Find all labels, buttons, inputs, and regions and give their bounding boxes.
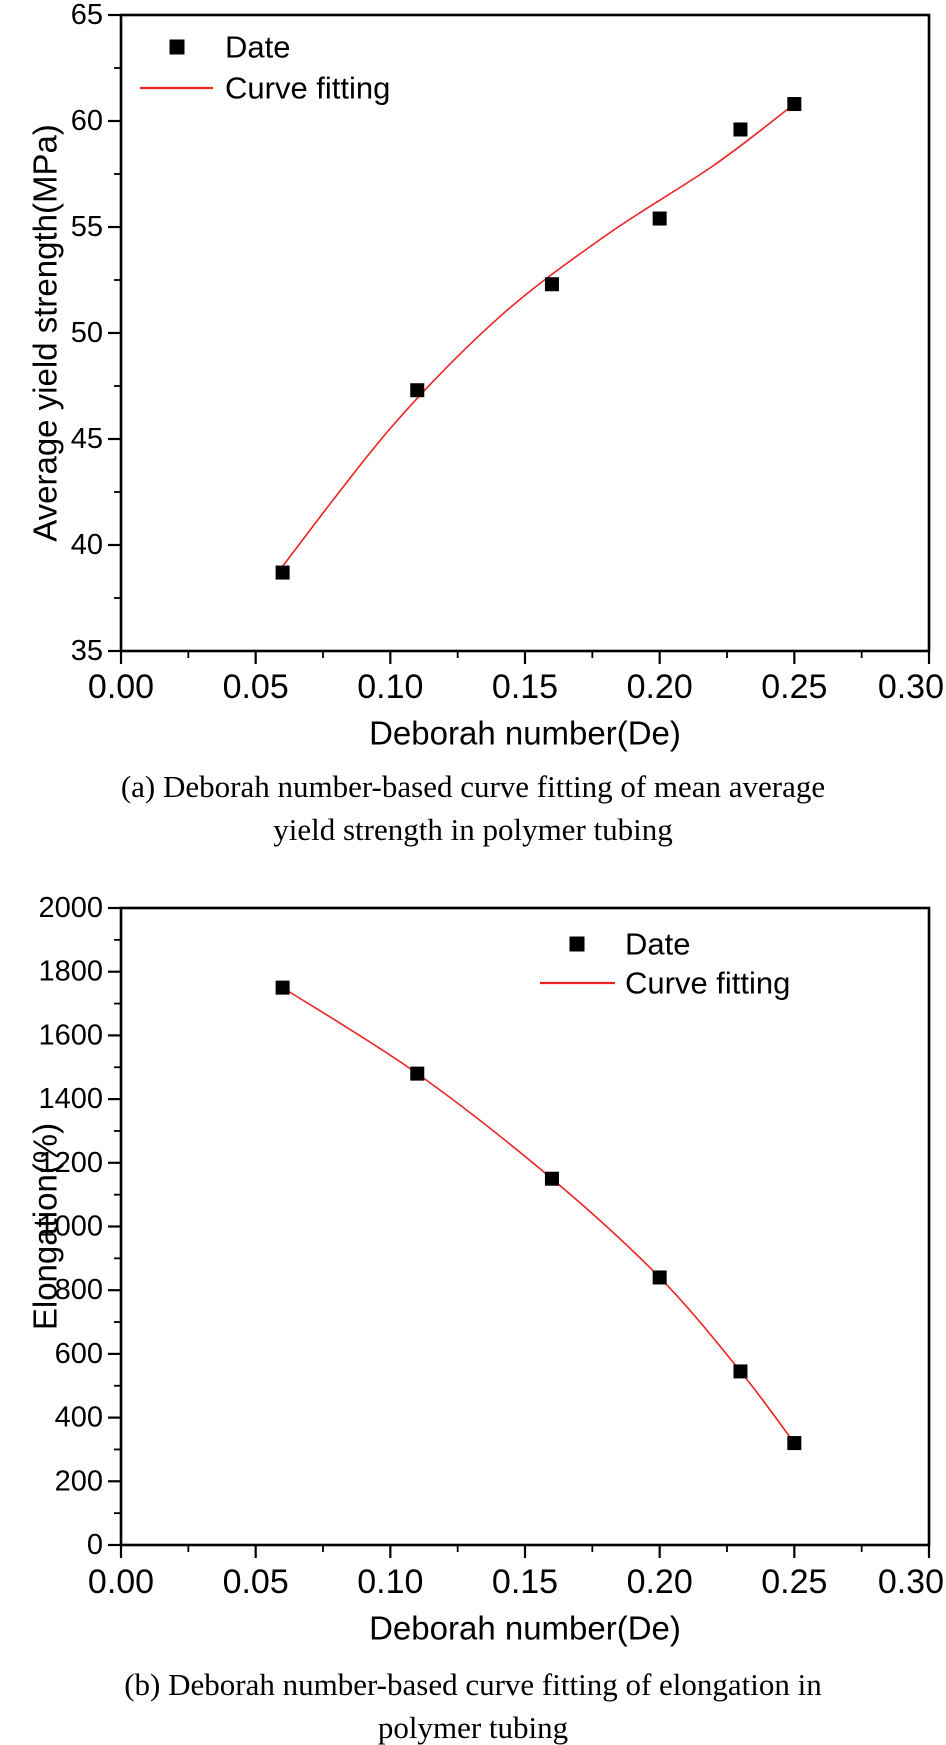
y-tick-label: 65 (71, 0, 103, 31)
x-tick-label: 0.00 (88, 668, 154, 706)
x-tick-label: 0.15 (492, 1563, 558, 1601)
caption-a-line1: (a) Deborah number-based curve fitting o… (120, 769, 826, 804)
x-tick-label: 0.00 (88, 1563, 154, 1601)
chart-a-plot: 0.00 0.05 0.10 0.15 0.20 0.25 0.30 35 40 45 50 55 60… (27, 0, 945, 752)
data-point (275, 980, 290, 995)
y-tick-label: 1600 (38, 1019, 103, 1051)
x-tick-label: 0.10 (357, 1563, 423, 1601)
data-point (544, 277, 559, 292)
legend-label: Curve fitting (225, 71, 390, 106)
x-tick-label: 0.30 (878, 1563, 944, 1601)
data-point (410, 383, 425, 398)
fit-curve (282, 986, 795, 1444)
y-tick-label: 60 (71, 105, 103, 137)
y-tick-label: 600 (55, 1338, 103, 1370)
x-tick-label: 0.20 (627, 1563, 693, 1601)
y-tick-label: 35 (71, 635, 103, 667)
legend-label: Date (625, 927, 690, 962)
x-tick-label: 0.15 (492, 668, 558, 706)
y-tick-label: 800 (55, 1274, 103, 1306)
caption-a: (a) Deborah number-based curve fitting o… (0, 765, 946, 851)
plot-frame (119, 906, 931, 1547)
x-tick-label: 0.10 (357, 668, 423, 706)
y-tick-label: 200 (55, 1465, 103, 1497)
caption-b: (b) Deborah number-based curve fitting o… (0, 1663, 946, 1745)
caption-b-line1: (b) Deborah number-based curve fitting o… (124, 1667, 822, 1702)
data-point (544, 1171, 559, 1186)
y-tick-label: 1200 (38, 1147, 103, 1179)
y-axis-title: Elongation(%) (27, 1123, 64, 1330)
data-point (787, 97, 802, 112)
y-tick-label: 0 (87, 1529, 103, 1561)
y-tick-label: 45 (71, 423, 103, 455)
data-point (733, 1364, 748, 1379)
data-point (275, 565, 290, 580)
y-tick-label: 50 (71, 317, 103, 349)
x-axis-title: Deborah number(De) (369, 715, 681, 752)
chart-b-plot: 0.00 0.05 0.10 0.15 0.20 0.25 0.30 0 200 400 600 80… (27, 892, 945, 1647)
data-point (787, 1436, 802, 1451)
x-tick-label: 0.25 (761, 668, 827, 706)
data-point (410, 1066, 425, 1081)
y-tick-label: 55 (71, 211, 103, 243)
y-tick-label: 1400 (38, 1083, 103, 1115)
legend-label: Curve fitting (625, 966, 790, 1001)
legend-marker-icon (169, 39, 185, 55)
caption-a-line2: yield strength in polymer tubing (273, 812, 673, 847)
y-tick-label: 400 (55, 1402, 103, 1434)
legend-marker-icon (569, 936, 585, 952)
caption-b-line2: polymer tubing (377, 1710, 569, 1745)
y-axis-title: Average yield strength(MPa) (27, 124, 64, 542)
legend-label: Date (225, 30, 290, 65)
data-point (652, 1270, 667, 1285)
x-tick-label: 0.05 (223, 668, 289, 706)
y-tick-label: 1800 (38, 956, 103, 988)
data-point (652, 211, 667, 226)
y-tick-label: 2000 (38, 892, 103, 924)
x-axis-title: Deborah number(De) (369, 1610, 681, 1647)
y-tick-label: 40 (71, 529, 103, 561)
x-tick-label: 0.05 (223, 1563, 289, 1601)
fit-curve (281, 103, 795, 567)
plot-frame (119, 13, 931, 653)
y-tick-label: 1000 (38, 1211, 103, 1243)
x-tick-label: 0.30 (878, 668, 944, 706)
data-point (733, 122, 748, 137)
x-tick-label: 0.25 (761, 1563, 827, 1601)
x-tick-label: 0.20 (627, 668, 693, 706)
